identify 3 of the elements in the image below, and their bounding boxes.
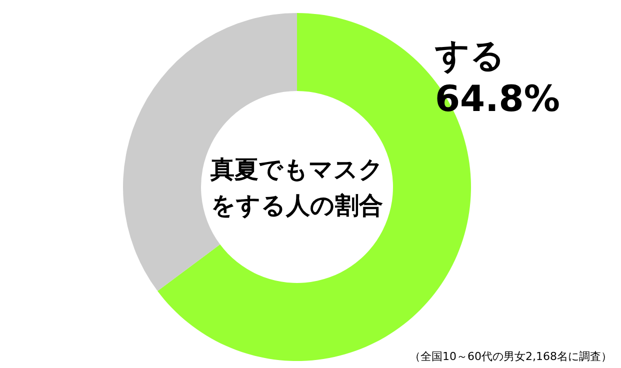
text: （全国10～60代の男女2,168名に調査） (410, 350, 612, 363)
slice-label: する (434, 36, 505, 76)
text: 真夏でもマスクをする人の割合 (210, 155, 384, 220)
